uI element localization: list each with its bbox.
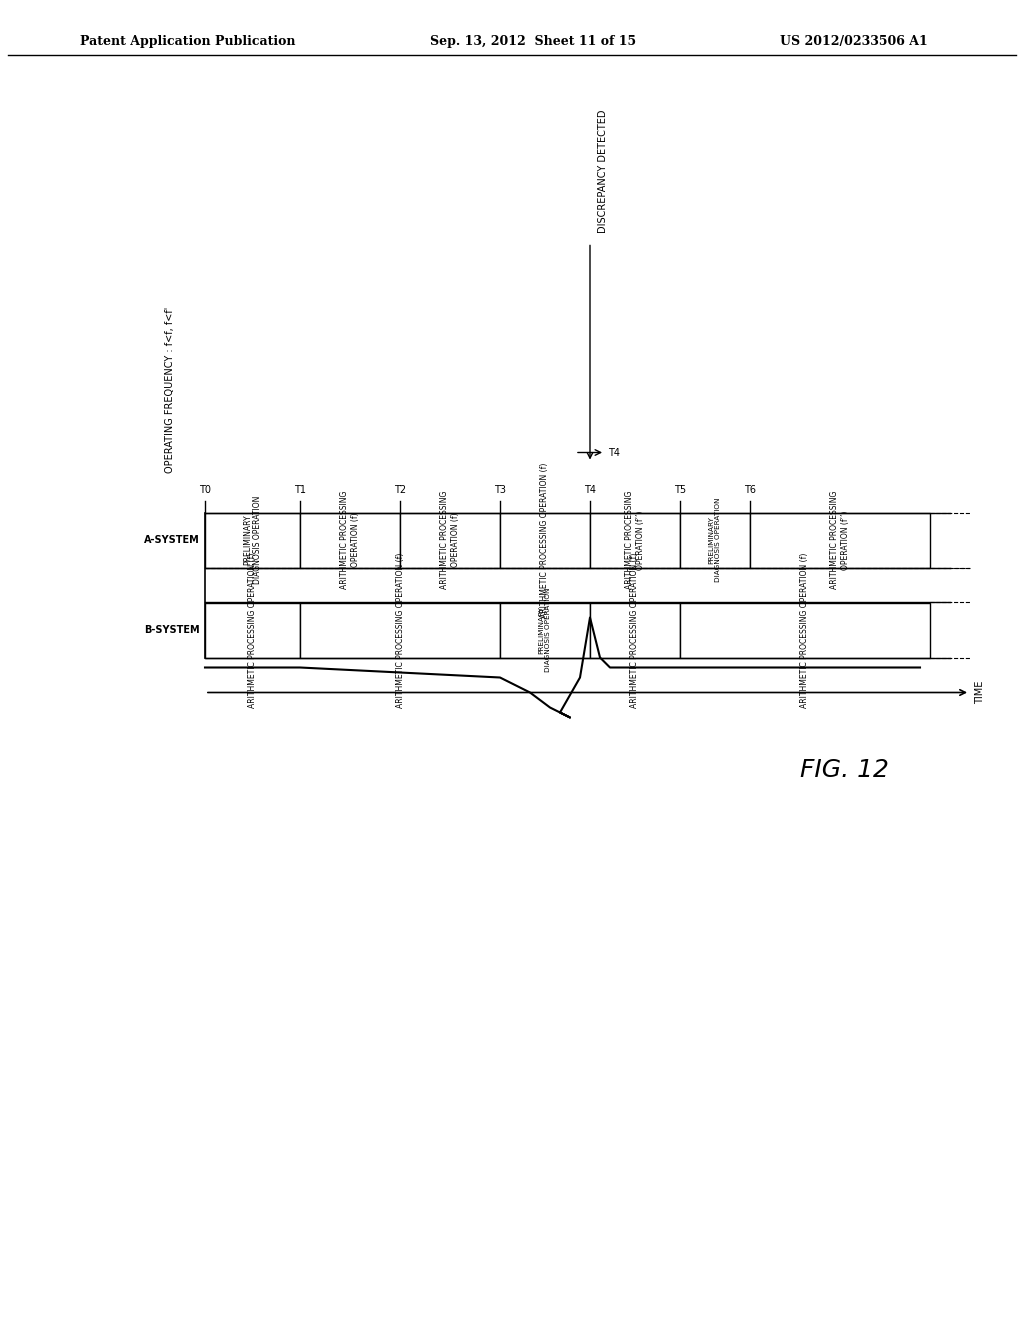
FancyBboxPatch shape xyxy=(680,602,930,657)
Text: ARITHMETIC PROCESSING OPERATION (f): ARITHMETIC PROCESSING OPERATION (f) xyxy=(801,552,810,708)
Text: ARITHMETIC PROCESSING OPERATION (f): ARITHMETIC PROCESSING OPERATION (f) xyxy=(631,552,640,708)
FancyBboxPatch shape xyxy=(400,512,500,568)
Text: T2: T2 xyxy=(394,484,407,495)
FancyBboxPatch shape xyxy=(205,512,300,568)
Text: T6: T6 xyxy=(744,484,756,495)
Text: ARITHMETIC PROCESSING
OPERATION (f’’): ARITHMETIC PROCESSING OPERATION (f’’) xyxy=(626,491,645,589)
Text: B-SYSTEM: B-SYSTEM xyxy=(144,624,200,635)
Text: T5: T5 xyxy=(674,484,686,495)
Text: ARITHMETIC PROCESSING
OPERATION (f’’): ARITHMETIC PROCESSING OPERATION (f’’) xyxy=(830,491,850,589)
Text: T4: T4 xyxy=(584,484,596,495)
FancyBboxPatch shape xyxy=(590,512,680,568)
FancyBboxPatch shape xyxy=(500,512,590,568)
Text: PRELIMINARY
DIAGNOSIS OPERATION: PRELIMINARY DIAGNOSIS OPERATION xyxy=(243,496,262,585)
Text: PRELIMINARY
DIAGNOSIS OPERATION: PRELIMINARY DIAGNOSIS OPERATION xyxy=(539,587,552,672)
Text: T0: T0 xyxy=(199,484,211,495)
Text: ARITHMETIC PROCESSING OPERATION (f): ARITHMETIC PROCESSING OPERATION (f) xyxy=(395,552,404,708)
Text: PRELIMINARY
DIAGNOSIS OPERATION: PRELIMINARY DIAGNOSIS OPERATION xyxy=(709,498,722,582)
FancyBboxPatch shape xyxy=(205,602,300,657)
Text: FIG. 12: FIG. 12 xyxy=(800,758,889,781)
Text: DISCREPANCY DETECTED: DISCREPANCY DETECTED xyxy=(598,110,608,232)
Text: Patent Application Publication: Patent Application Publication xyxy=(80,36,296,48)
Text: Sep. 13, 2012  Sheet 11 of 15: Sep. 13, 2012 Sheet 11 of 15 xyxy=(430,36,636,48)
Text: OPERATING FREQUENCY : f<f, f<f': OPERATING FREQUENCY : f<f, f<f' xyxy=(165,306,175,473)
FancyBboxPatch shape xyxy=(590,602,680,657)
FancyBboxPatch shape xyxy=(680,512,750,568)
Text: ARITHMETIC PROCESSING OPERATION (f): ARITHMETIC PROCESSING OPERATION (f) xyxy=(248,552,257,708)
Text: TIME: TIME xyxy=(975,681,985,704)
Text: A-SYSTEM: A-SYSTEM xyxy=(144,535,200,545)
Text: T3: T3 xyxy=(494,484,506,495)
Text: ARITHMETIC PROCESSING OPERATION (f): ARITHMETIC PROCESSING OPERATION (f) xyxy=(541,462,550,618)
FancyBboxPatch shape xyxy=(300,602,500,657)
Text: T1: T1 xyxy=(294,484,306,495)
Text: ARITHMETIC PROCESSING
OPERATION (f): ARITHMETIC PROCESSING OPERATION (f) xyxy=(340,491,359,589)
Text: T4: T4 xyxy=(608,447,620,458)
FancyBboxPatch shape xyxy=(500,602,590,657)
FancyBboxPatch shape xyxy=(750,512,930,568)
Text: ARITHMETIC PROCESSING
OPERATION (f): ARITHMETIC PROCESSING OPERATION (f) xyxy=(440,491,460,589)
FancyBboxPatch shape xyxy=(300,512,400,568)
Text: US 2012/0233506 A1: US 2012/0233506 A1 xyxy=(780,36,928,48)
